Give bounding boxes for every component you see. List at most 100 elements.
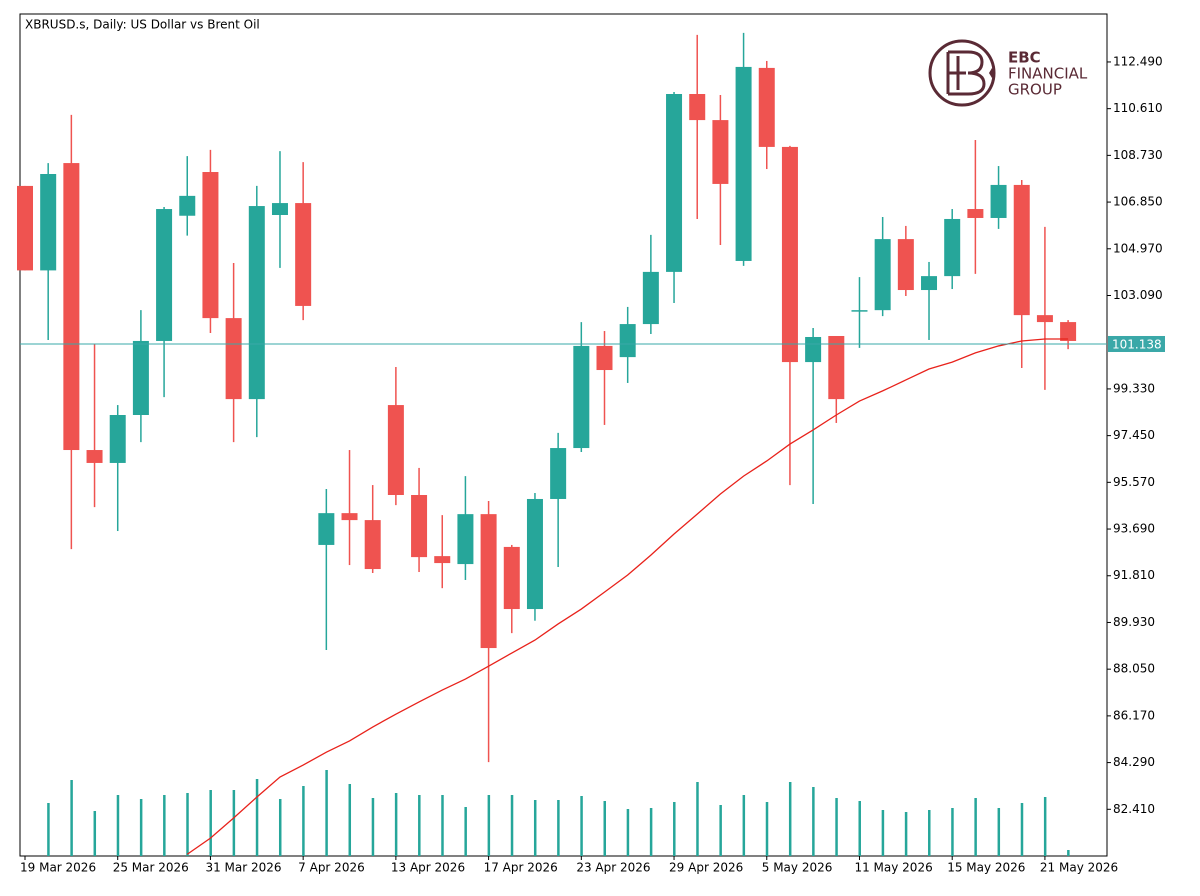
volume-bar xyxy=(325,770,328,856)
x-tick-label: 31 Mar 2026 xyxy=(205,861,281,875)
logo-line: EBC xyxy=(1008,49,1041,67)
volume-bar xyxy=(93,811,97,856)
y-tick-label: 103.090 xyxy=(1113,288,1163,302)
candle-body xyxy=(63,163,80,451)
volume-bar xyxy=(1020,803,1024,856)
x-tick-label: 13 Apr 2026 xyxy=(391,861,465,875)
volume-bar xyxy=(649,808,653,856)
y-tick-label: 95.570 xyxy=(1113,475,1155,489)
candle-body xyxy=(225,318,242,400)
volume-bar xyxy=(47,803,50,856)
candle-body xyxy=(364,520,381,570)
x-tick-label: 25 Mar 2026 xyxy=(113,861,189,875)
volume-bar xyxy=(557,800,560,856)
volume-bar xyxy=(812,787,815,856)
candle-body xyxy=(689,94,706,121)
candle-body xyxy=(1060,322,1077,341)
x-tick-label: 29 Apr 2026 xyxy=(669,861,743,875)
candle-body xyxy=(271,203,288,215)
candle-body xyxy=(132,340,149,415)
volume-bar xyxy=(928,810,931,856)
price-label: 101.138 xyxy=(1112,337,1162,351)
y-tick-label: 82.410 xyxy=(1113,802,1155,816)
volume-bar xyxy=(603,801,606,856)
candle-body xyxy=(526,498,543,610)
candle-body xyxy=(457,514,474,565)
volume-bar xyxy=(696,782,699,856)
candle-body xyxy=(828,335,845,400)
x-tick-label: 21 May 2026 xyxy=(1040,861,1118,875)
candle-body xyxy=(874,239,891,311)
y-tick-label: 93.690 xyxy=(1113,522,1155,536)
volume-bar xyxy=(139,799,143,856)
x-tick-label: 7 Apr 2026 xyxy=(298,861,365,875)
volume-bar xyxy=(209,790,212,856)
candle-body xyxy=(480,514,497,649)
y-tick-label: 104.970 xyxy=(1113,241,1163,255)
candle-body xyxy=(434,556,451,564)
price-label-bg xyxy=(1108,335,1165,352)
candle-body xyxy=(17,185,33,271)
y-tick-label: 86.170 xyxy=(1113,708,1155,722)
candle-body xyxy=(735,66,752,261)
candle-body xyxy=(666,94,683,272)
candle-body xyxy=(40,174,57,271)
volume-bar xyxy=(441,795,444,856)
candle-body xyxy=(503,546,520,610)
volume-bar xyxy=(418,795,421,856)
candle-body xyxy=(619,324,636,358)
y-tick-label: 97.450 xyxy=(1113,428,1155,442)
moving-average xyxy=(186,338,1069,855)
candle-body xyxy=(758,67,775,147)
volume-bar xyxy=(673,802,676,856)
volume-bar xyxy=(626,809,630,856)
candle-body xyxy=(248,206,265,400)
volume-bar xyxy=(858,801,861,856)
volume-bar xyxy=(186,793,189,856)
volume-bar xyxy=(487,795,491,856)
volume-bar xyxy=(974,798,977,856)
volume-bar xyxy=(394,793,398,856)
volume-bar xyxy=(116,795,120,856)
volume-bar xyxy=(719,805,722,856)
y-tick-label: 91.810 xyxy=(1113,568,1155,582)
volume-bar xyxy=(70,780,73,856)
candle-body xyxy=(109,414,126,463)
candle-body xyxy=(967,209,984,218)
volume-bar xyxy=(881,810,885,856)
y-tick-label: 112.490 xyxy=(1113,54,1163,68)
y-tick-label: 88.050 xyxy=(1113,662,1155,676)
volume-bar xyxy=(278,799,282,856)
logo-line: GROUP xyxy=(1008,81,1062,99)
volume-bar xyxy=(788,782,792,856)
candle-body xyxy=(596,345,613,371)
y-tick-label: 99.330 xyxy=(1113,381,1155,395)
candle-body xyxy=(712,120,729,184)
candle-body xyxy=(897,239,914,291)
volume-bar xyxy=(580,796,583,856)
candle-body xyxy=(1036,315,1053,323)
candle-body xyxy=(944,218,961,277)
candle-body xyxy=(550,448,567,499)
x-tick-label: 23 Apr 2026 xyxy=(576,861,650,875)
volume-bar xyxy=(371,798,375,856)
volume-bar xyxy=(997,808,1001,856)
volume-bar xyxy=(1067,850,1070,856)
y-tick-label: 108.730 xyxy=(1113,148,1163,162)
x-tick-label: 5 May 2026 xyxy=(762,861,833,875)
candle-body xyxy=(642,271,659,325)
plot-frame xyxy=(19,13,1108,857)
volume-bar xyxy=(464,807,467,856)
volume-bar xyxy=(904,812,908,856)
y-tick-label: 110.610 xyxy=(1113,101,1163,115)
volume-bar xyxy=(533,800,537,856)
volume-bar xyxy=(835,798,838,856)
volume-bar xyxy=(348,784,352,856)
candle-body xyxy=(156,209,173,341)
logo-line: FINANCIAL xyxy=(1008,65,1088,83)
candle-body xyxy=(295,203,312,306)
x-tick-label: 17 Apr 2026 xyxy=(484,861,558,875)
candle-body xyxy=(341,513,358,521)
